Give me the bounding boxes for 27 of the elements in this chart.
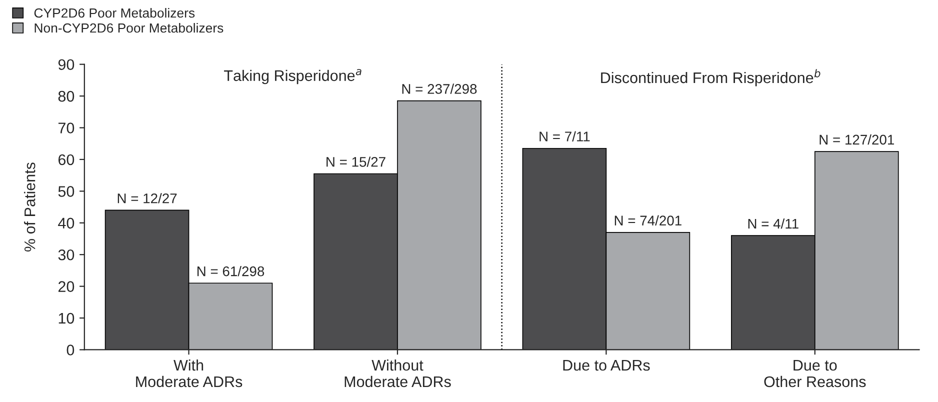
data-label: N = 12/27 [118, 193, 177, 204]
data-label: N = 15/27 [326, 156, 386, 167]
data-label: N = 74/201 [614, 215, 682, 226]
y-tick-label: 90 [58, 59, 74, 70]
data-label: N = 7/11 [540, 131, 590, 142]
y-axis-title: % of Patients [24, 162, 36, 252]
y-tick-label: 60 [58, 154, 74, 166]
legend-label: CYP2D6 Poor Metabolizers [34, 8, 195, 18]
data-label: N = 4/11 [748, 218, 798, 229]
x-tick-label: Due to ADRs [563, 360, 650, 371]
x-tick-label: Without Moderate ADRs [344, 359, 451, 388]
y-tick-label: 10 [58, 312, 74, 324]
data-label: N = 61/298 [197, 266, 264, 276]
y-tick-label: 40 [58, 218, 74, 229]
y-tick-label: 30 [58, 249, 74, 260]
annotation: Taking Risperidone$^{a}$ [224, 69, 362, 84]
x-tick-label: Due to Other Reasons [764, 360, 866, 388]
annotation: Discontinued From Risperidone$^{b}$ [601, 69, 820, 86]
y-tick-label: 20 [58, 281, 74, 292]
y-tick-label: 0 [66, 344, 74, 356]
y-tick-label: 50 [58, 186, 74, 197]
data-label: N = 127/201 [820, 134, 894, 145]
y-tick-label: 70 [58, 122, 74, 134]
data-label: N = 237/298 [402, 84, 477, 94]
x-tick-label: With Moderate ADRs [136, 359, 242, 388]
y-tick-label: 80 [58, 90, 74, 102]
legend-label: Non-CYP2D6 Poor Metabolizers [34, 22, 224, 33]
